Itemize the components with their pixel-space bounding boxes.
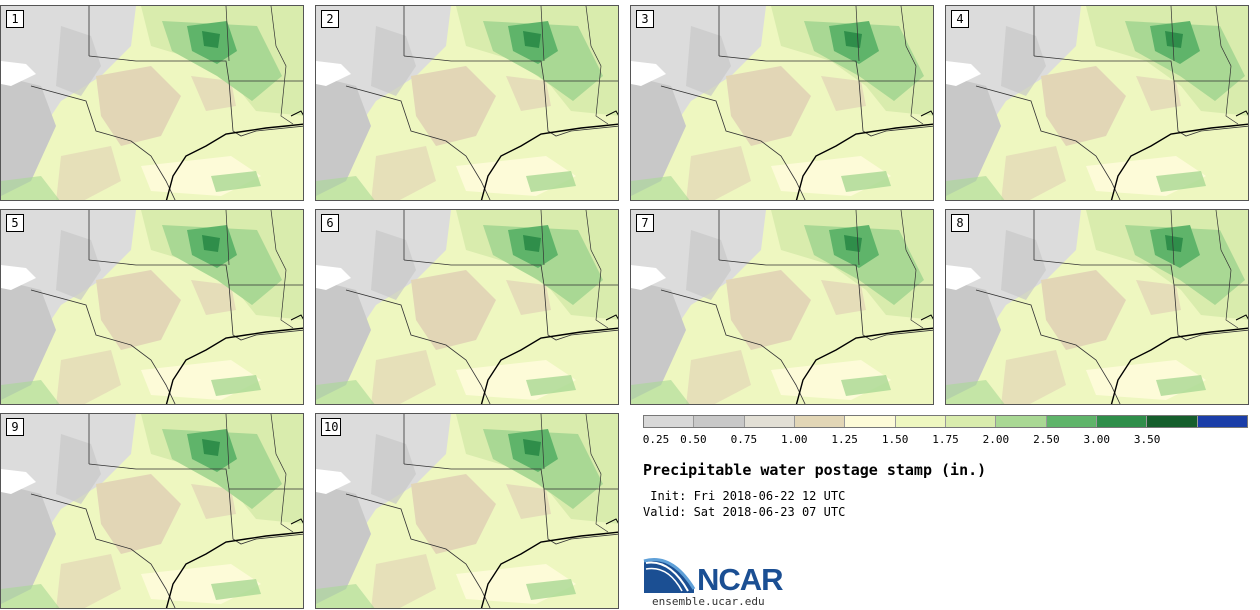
colorbar-tick-label: 2.00 [982, 433, 1010, 446]
precipitable-water-map [946, 6, 1248, 200]
colorbar-tick-label: 0.25 [642, 433, 670, 446]
member-panel: 10 [315, 413, 619, 609]
colorbar-tick-label: 1.00 [781, 433, 808, 446]
colorbar-tick-label: 1.25 [831, 433, 858, 446]
member-panel: 5 [0, 209, 304, 405]
ncar-logo-icon [643, 558, 696, 593]
colorbar-segment [996, 416, 1047, 427]
colorbar-tick-label: 2.50 [1033, 433, 1060, 446]
colorbar-segment [1147, 416, 1198, 427]
colorbar-segment [694, 416, 745, 427]
colorbar-segment [1046, 416, 1097, 427]
colorbar-segment [794, 416, 846, 427]
colorbar-tick-label: 0.50 [680, 433, 707, 446]
precipitable-water-map [1, 414, 303, 608]
member-panel: 9 [0, 413, 304, 609]
member-number-label: 5 [6, 214, 24, 232]
precipitable-water-map [316, 210, 618, 404]
precipitable-water-map [631, 6, 933, 200]
colorbar-segment [1096, 416, 1148, 427]
colorbar [643, 415, 1248, 428]
colorbar-tick-label: 0.75 [730, 433, 758, 446]
ncar-logo-text: NCAR [697, 562, 784, 597]
colorbar-segment [845, 416, 896, 427]
member-number-label: 3 [636, 10, 654, 28]
member-panel: 6 [315, 209, 619, 405]
colorbar-segment [895, 416, 946, 427]
member-number-label: 9 [6, 418, 24, 436]
precipitable-water-map [946, 210, 1248, 404]
colorbar-tick-label: 3.00 [1083, 433, 1111, 446]
init-time: Init: Fri 2018-06-22 12 UTC [643, 489, 846, 503]
member-number-label: 4 [951, 10, 969, 28]
colorbar-tick-label: 1.75 [932, 433, 959, 446]
precipitable-water-map [316, 6, 618, 200]
member-number-label: 7 [636, 214, 654, 232]
member-panel: 7 [630, 209, 934, 405]
colorbar-segment [644, 416, 695, 427]
member-panel: 8 [945, 209, 1249, 405]
colorbar-tick-labels: 0.25 0.50 0.75 1.00 1.25 1.50 1.75 2.00 2.50 3.00… [643, 433, 1248, 447]
precipitable-water-map [1, 210, 303, 404]
precipitable-water-map [1, 6, 303, 200]
member-panel: 3 [630, 5, 934, 201]
member-panel: 2 [315, 5, 619, 201]
colorbar-segment [744, 416, 795, 427]
precipitable-water-map [631, 210, 933, 404]
member-number-label: 2 [321, 10, 339, 28]
colorbar-segment [1197, 416, 1247, 427]
colorbar-segment [945, 416, 997, 427]
site-url: ensemble.ucar.edu [652, 595, 765, 608]
colorbar-tick-label: 1.50 [881, 433, 909, 446]
valid-time: Valid: Sat 2018-06-23 07 UTC [643, 505, 846, 519]
member-number-label: 6 [321, 214, 339, 232]
member-panel: 4 [945, 5, 1249, 201]
member-number-label: 8 [951, 214, 969, 232]
colorbar-tick-label: 3.50 [1133, 433, 1161, 446]
member-number-label: 1 [6, 10, 24, 28]
member-number-label: 10 [321, 418, 342, 436]
member-panel: 1 [0, 5, 304, 201]
precipitable-water-map [316, 414, 618, 608]
chart-title: Precipitable water postage stamp (in.) [643, 461, 987, 479]
